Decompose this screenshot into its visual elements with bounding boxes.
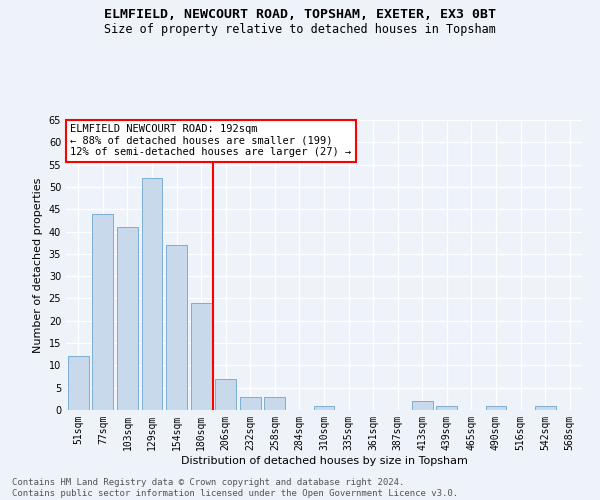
Bar [240, 396, 261, 410]
Bar [166, 245, 187, 410]
Y-axis label: Number of detached properties: Number of detached properties [33, 178, 43, 352]
Bar [215, 379, 236, 410]
Text: Contains HM Land Registry data © Crown copyright and database right 2024.
Contai: Contains HM Land Registry data © Crown c… [12, 478, 458, 498]
Bar [314, 406, 334, 410]
Bar [191, 303, 212, 410]
Bar [92, 214, 113, 410]
Bar [412, 401, 433, 410]
Bar [68, 356, 89, 410]
Bar [142, 178, 163, 410]
Text: Size of property relative to detached houses in Topsham: Size of property relative to detached ho… [104, 22, 496, 36]
Bar [117, 227, 138, 410]
X-axis label: Distribution of detached houses by size in Topsham: Distribution of detached houses by size … [181, 456, 467, 466]
Text: ELMFIELD NEWCOURT ROAD: 192sqm
← 88% of detached houses are smaller (199)
12% of: ELMFIELD NEWCOURT ROAD: 192sqm ← 88% of … [70, 124, 352, 158]
Text: ELMFIELD, NEWCOURT ROAD, TOPSHAM, EXETER, EX3 0BT: ELMFIELD, NEWCOURT ROAD, TOPSHAM, EXETER… [104, 8, 496, 20]
Bar [436, 406, 457, 410]
Bar [485, 406, 506, 410]
Bar [265, 396, 286, 410]
Bar [535, 406, 556, 410]
